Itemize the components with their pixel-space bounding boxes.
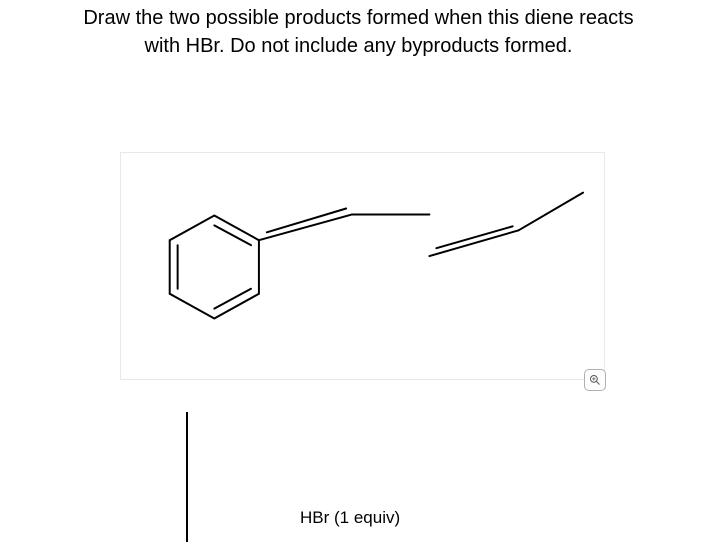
question-line-2: with HBr. Do not include any byproducts … <box>145 35 573 57</box>
zoom-button[interactable] <box>584 369 606 391</box>
magnify-icon <box>589 374 601 386</box>
reaction-arrow <box>186 412 188 542</box>
question-line-1: Draw the two possible products formed wh… <box>83 7 633 29</box>
reagent-label: HBr (1 equiv) <box>300 508 400 528</box>
molecule-structure-box <box>120 152 605 380</box>
molecule-drawing <box>121 153 604 379</box>
question-prompt: Draw the two possible products formed wh… <box>0 0 717 60</box>
